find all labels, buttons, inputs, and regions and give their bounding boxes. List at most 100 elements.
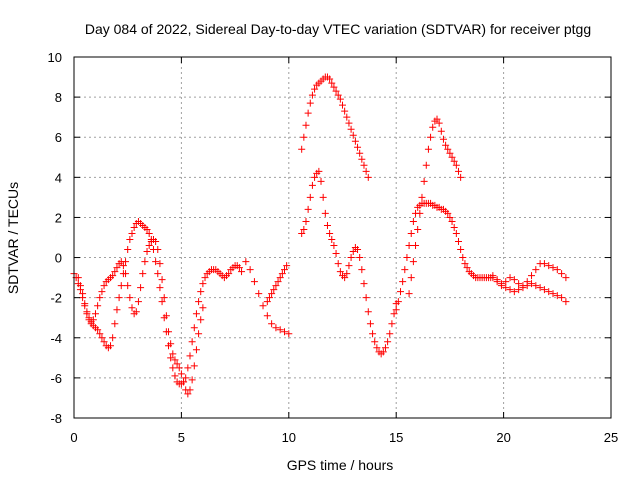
data-point <box>420 177 428 185</box>
data-point <box>165 328 173 336</box>
data-point <box>139 270 147 278</box>
data-point <box>528 272 536 280</box>
data-point <box>302 217 310 225</box>
data-point <box>356 149 364 157</box>
axis-ticks <box>73 56 612 419</box>
data-point <box>341 107 349 115</box>
x-tick-label: 0 <box>70 430 77 445</box>
data-point <box>459 254 467 262</box>
data-point <box>444 209 452 217</box>
data-point <box>545 262 553 270</box>
data-point <box>308 181 316 189</box>
data-point <box>265 294 273 302</box>
data-point <box>457 246 465 254</box>
data-point <box>91 310 99 318</box>
data-point <box>515 286 523 294</box>
data-point <box>418 193 426 201</box>
data-point <box>171 356 179 364</box>
data-point <box>399 278 407 286</box>
data-point <box>362 294 370 302</box>
data-point <box>143 225 151 233</box>
x-tick-label: 10 <box>282 430 296 445</box>
data-point <box>330 242 338 250</box>
data-point <box>396 288 404 296</box>
data-point <box>416 209 424 217</box>
data-point <box>190 324 198 332</box>
x-tick-label: 20 <box>496 430 510 445</box>
series-track-c <box>242 258 293 338</box>
data-point <box>523 282 531 290</box>
data-point <box>128 304 136 312</box>
data-point <box>362 167 370 175</box>
data-point <box>263 298 271 306</box>
y-tick-labels: -8 -6 -4 -2 0 2 4 6 8 10 <box>48 50 62 426</box>
data-point <box>278 270 286 278</box>
data-point <box>452 161 460 169</box>
data-point <box>195 298 203 306</box>
data-point <box>528 280 536 288</box>
chart-title: Day 084 of 2022, Sidereal Day-to-day VTE… <box>85 21 591 37</box>
data-point <box>403 254 411 262</box>
data-point <box>334 260 342 268</box>
data-point <box>201 274 209 282</box>
data-point <box>439 135 447 143</box>
series-track-e <box>298 167 400 358</box>
y-tick-label: -4 <box>50 331 62 346</box>
x-tick-labels: 0 5 10 15 20 25 <box>70 430 618 445</box>
data-point <box>98 334 106 342</box>
data-point <box>276 326 284 334</box>
data-point <box>321 209 329 217</box>
data-point <box>175 364 183 372</box>
data-point <box>330 83 338 91</box>
data-point <box>364 173 372 181</box>
data-point <box>446 149 454 157</box>
data-point <box>268 290 276 298</box>
data-point <box>186 352 194 360</box>
data-point <box>515 280 523 288</box>
data-point <box>126 294 134 302</box>
data-point <box>171 372 179 380</box>
data-point <box>154 270 162 278</box>
data-point <box>384 338 392 346</box>
x-axis-label: GPS time / hours <box>287 457 394 473</box>
series-track-d <box>298 73 372 181</box>
y-tick-label: -8 <box>50 411 62 426</box>
data-point <box>317 177 325 185</box>
data-point <box>306 99 314 107</box>
data-point <box>354 246 362 254</box>
data-point <box>83 308 91 316</box>
data-point <box>493 278 501 286</box>
data-point <box>124 246 132 254</box>
y-axis-label: SDTVAR / TECUs <box>5 182 21 294</box>
data-point <box>81 300 89 308</box>
data-point <box>192 310 200 318</box>
data-point <box>412 242 420 250</box>
data-point <box>519 284 527 292</box>
data-point <box>489 274 497 282</box>
data-point <box>156 260 164 268</box>
data-point <box>242 258 250 266</box>
data-point <box>132 308 140 316</box>
data-point <box>197 288 205 296</box>
data-point <box>117 282 125 290</box>
data-point <box>100 338 108 346</box>
data-point <box>360 161 368 169</box>
data-point <box>85 314 93 322</box>
data-point <box>263 312 271 320</box>
data-point <box>94 302 102 310</box>
data-point <box>553 292 561 300</box>
data-point <box>89 316 97 324</box>
x-tick-label: 25 <box>604 430 618 445</box>
data-point <box>250 278 258 286</box>
y-tick-label: 0 <box>55 251 62 266</box>
data-point <box>401 266 409 274</box>
data-point <box>272 282 280 290</box>
y-tick-label: 10 <box>48 50 62 65</box>
data-point <box>414 225 422 233</box>
data-point <box>158 276 166 284</box>
data-point <box>409 258 417 266</box>
data-point <box>323 221 331 229</box>
data-point <box>152 258 160 266</box>
data-point <box>341 274 349 282</box>
data-point <box>281 266 289 274</box>
